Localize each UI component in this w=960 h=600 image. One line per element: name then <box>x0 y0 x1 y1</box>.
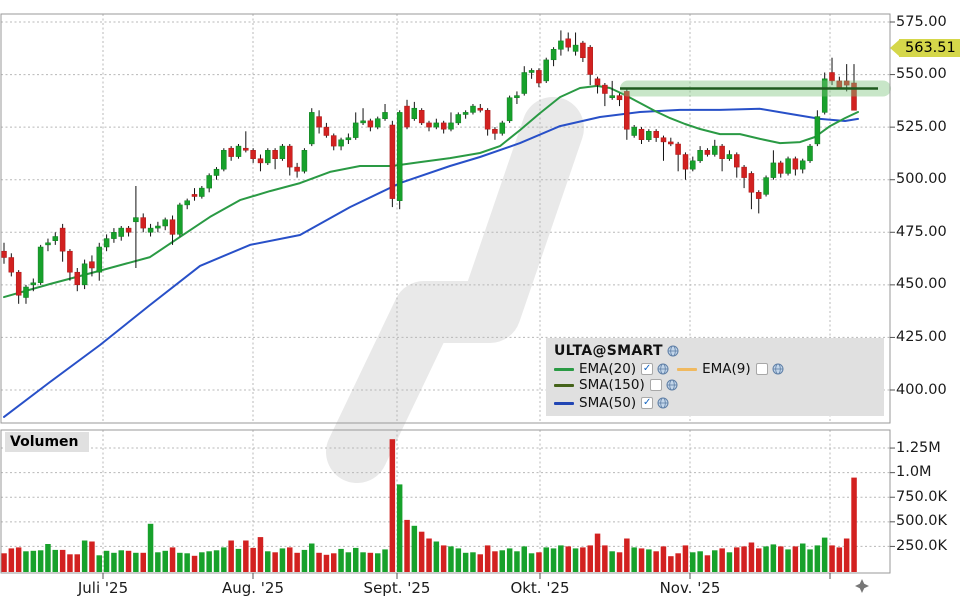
ema9-checkbox[interactable] <box>755 363 768 375</box>
legend-item-sma150: SMA(150) <box>554 377 678 393</box>
price-axis-label: 400.00 <box>896 381 947 398</box>
price-axis-label: 575.00 <box>896 13 947 30</box>
volume-axis-label: 250.0K <box>896 537 948 554</box>
volume-axis-label: 1.0M <box>896 464 932 481</box>
month-axis-label: Nov. '25 <box>659 579 721 597</box>
watermark-logo <box>326 97 584 483</box>
legend-symbol-title: ULTA@SMART <box>554 343 663 359</box>
price-axis-label: 500.00 <box>896 171 947 188</box>
month-axis-label: Aug. '25 <box>221 579 285 597</box>
main-panel-border <box>0 13 891 424</box>
legend-item-ema20: EMA(20) ✓ <box>554 361 669 377</box>
sma50-label: SMA(50) <box>579 395 637 411</box>
ema20-label: EMA(20) <box>579 361 637 377</box>
legend-item-sma50: SMA(50) ✓ <box>554 395 669 411</box>
globe-icon[interactable] <box>667 345 679 357</box>
sma50-checkbox[interactable]: ✓ <box>641 397 654 409</box>
current-price-tag: 563.51 <box>890 39 960 57</box>
globe-icon[interactable] <box>772 363 784 375</box>
scroll-cursor-marker[interactable] <box>855 579 869 593</box>
volume-axis-label: 750.0K <box>896 488 948 505</box>
sma150-checkbox[interactable] <box>649 379 662 391</box>
ema20-checkbox[interactable]: ✓ <box>641 363 654 375</box>
month-axis-label: Juli '25 <box>77 579 129 597</box>
sma150-line-swatch <box>554 383 574 387</box>
price-axis-label: 525.00 <box>896 118 947 135</box>
month-axis-label: Okt. '25 <box>510 579 570 597</box>
globe-icon[interactable] <box>657 363 669 375</box>
volume-axis-label: 1.25M <box>896 439 941 456</box>
price-axis-label: 450.00 <box>896 276 947 293</box>
sma50-line-swatch <box>554 401 574 405</box>
sma150-label: SMA(150) <box>579 377 645 393</box>
globe-icon[interactable] <box>657 397 669 409</box>
legend-item-ema9: EMA(9) <box>677 361 784 377</box>
price-axis-label: 550.00 <box>896 66 947 83</box>
volume-panel-border <box>0 429 891 574</box>
volume-axis-label: 500.0K <box>896 513 948 530</box>
legend-box: ULTA@SMART EMA(20) ✓ EMA(9) SMA(150) <box>546 338 884 416</box>
ema9-line-swatch <box>677 367 698 371</box>
price-axis-label: 425.00 <box>896 328 947 345</box>
globe-icon[interactable] <box>666 379 678 391</box>
ema20-line-swatch <box>554 367 574 371</box>
price-axis-label: 475.00 <box>896 223 947 240</box>
volume-panel-title: Volumen <box>5 432 89 452</box>
month-axis-label: Sept. '25 <box>363 579 431 597</box>
ema9-label: EMA(9) <box>702 361 751 377</box>
